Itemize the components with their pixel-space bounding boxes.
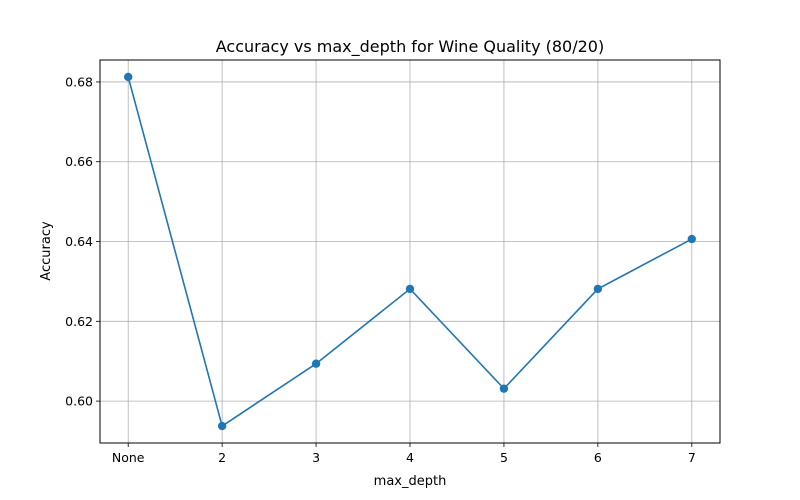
x-axis-label: max_depth xyxy=(374,474,447,489)
grid xyxy=(100,60,720,443)
x-tick-label: 6 xyxy=(594,450,602,465)
data-point xyxy=(311,359,321,368)
data-point xyxy=(217,421,227,431)
data-point xyxy=(593,284,603,294)
x-tick-label: 4 xyxy=(406,450,414,465)
chart-title: Accuracy vs max_depth for Wine Quality (… xyxy=(216,37,604,57)
series-layer xyxy=(124,72,696,431)
y-axis-label: Accuracy xyxy=(39,221,54,281)
y-tick-label: 0.60 xyxy=(65,394,93,409)
y-tick-label: 0.62 xyxy=(65,314,93,329)
data-point xyxy=(499,384,509,393)
data-point xyxy=(405,284,415,294)
x-tick-label: None xyxy=(112,450,145,465)
x-tick-label: 5 xyxy=(500,450,508,465)
y-tick-label: 0.66 xyxy=(65,154,93,169)
data-point xyxy=(687,234,696,244)
y-tick-label: 0.64 xyxy=(65,234,93,249)
ticks: None 2 3 4 5 6 7 0.60 0.62 0.64 0.66 0.68 xyxy=(65,74,696,465)
data-point xyxy=(124,72,133,82)
x-tick-label: 7 xyxy=(688,450,696,465)
y-tick-label: 0.68 xyxy=(65,74,93,89)
x-tick-label: 2 xyxy=(218,450,226,465)
x-tick-label: 3 xyxy=(312,450,320,465)
